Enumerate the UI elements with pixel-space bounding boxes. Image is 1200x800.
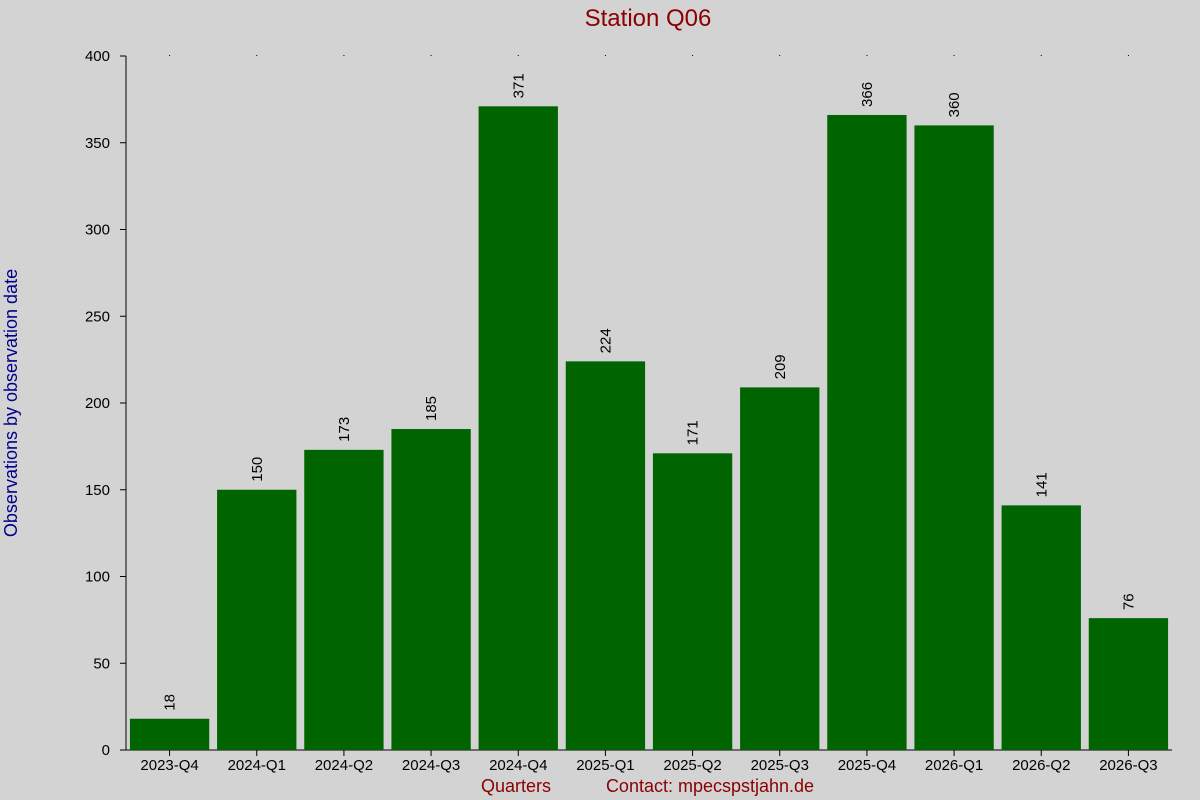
bar xyxy=(1088,618,1169,750)
bar xyxy=(652,453,733,750)
top-tick xyxy=(1040,55,1042,56)
y-tick-label: 300 xyxy=(85,222,110,239)
y-tick-label: 250 xyxy=(85,308,110,325)
y-tick-label: 350 xyxy=(85,135,110,152)
value-label: 173 xyxy=(336,417,353,442)
value-label: 224 xyxy=(597,328,614,353)
bar xyxy=(827,114,907,751)
y-tick-label: 150 xyxy=(85,482,110,499)
top-tick xyxy=(779,55,781,56)
value-label: 171 xyxy=(685,420,702,445)
value-label: 360 xyxy=(946,92,963,117)
value-label: 185 xyxy=(423,396,440,421)
value-label: 18 xyxy=(162,694,179,711)
contact: Contact: mpecspstjahn.de xyxy=(606,776,814,796)
x-tick-label: 2024-Q3 xyxy=(402,757,460,774)
x-tick-label: 2023-Q4 xyxy=(140,757,198,774)
y-tick-label: 50 xyxy=(93,655,110,672)
x-tick-label: 2025-Q4 xyxy=(838,757,896,774)
x-tick-label: 2025-Q2 xyxy=(663,757,721,774)
top-tick xyxy=(866,55,868,56)
value-label: 366 xyxy=(859,82,876,107)
bar xyxy=(740,387,820,750)
bar xyxy=(478,106,558,750)
bar xyxy=(217,489,297,750)
y-tick-label: 0 xyxy=(102,742,110,759)
chart-title: Station Q06 xyxy=(585,5,712,32)
x-tick-label: 2025-Q3 xyxy=(751,757,809,774)
top-tick xyxy=(1127,55,1129,56)
x-tick-label: 2024-Q2 xyxy=(315,757,373,774)
value-label: 76 xyxy=(1120,593,1137,610)
bar xyxy=(129,718,210,750)
x-tick-label: 2024-Q4 xyxy=(489,757,547,774)
x-tick-label: 2024-Q1 xyxy=(228,757,286,774)
value-label: 150 xyxy=(249,457,266,482)
top-tick xyxy=(343,55,345,56)
top-tick xyxy=(430,55,432,56)
value-label: 371 xyxy=(510,73,527,98)
x-tick-label: 2026-Q2 xyxy=(1012,757,1070,774)
top-tick xyxy=(256,55,258,56)
y-tick-label: 400 xyxy=(85,48,110,65)
x-tick-label: 2026-Q3 xyxy=(1099,757,1157,774)
bar xyxy=(304,449,384,750)
y-tick-label: 100 xyxy=(85,569,110,586)
value-label: 141 xyxy=(1033,472,1050,497)
y-axis-label: Observations by observation date xyxy=(1,269,21,537)
top-tick xyxy=(604,55,606,56)
x-tick-label: 2025-Q1 xyxy=(576,757,634,774)
top-tick xyxy=(953,55,955,56)
top-tick xyxy=(169,55,171,56)
bar xyxy=(391,429,471,750)
top-tick xyxy=(517,55,519,56)
y-tick-label: 200 xyxy=(85,395,110,412)
x-tick-label: 2026-Q1 xyxy=(925,757,983,774)
top-tick xyxy=(692,55,694,56)
bar xyxy=(1001,505,1081,750)
value-label: 209 xyxy=(772,354,789,379)
bar xyxy=(914,125,994,750)
bar xyxy=(565,361,646,750)
x-axis-label: Quarters xyxy=(481,776,551,796)
